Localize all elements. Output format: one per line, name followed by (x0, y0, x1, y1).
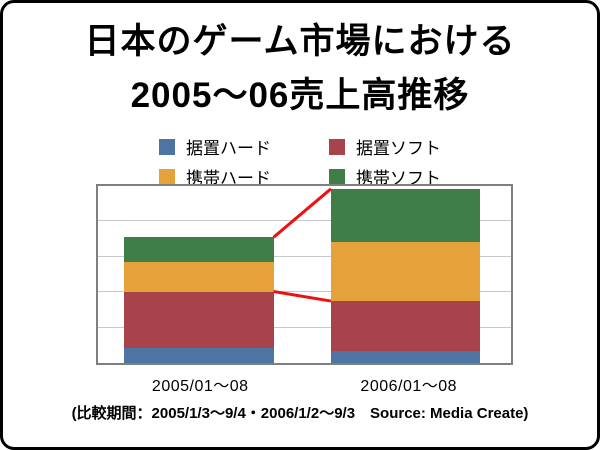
x-axis-label-2006: 2006/01〜08 (360, 378, 458, 395)
x-axis-label-2005: 2005/01〜08 (151, 378, 249, 395)
legend: 据置ハード 据置ソフト携帯ハード 携帯ソフト (3, 134, 597, 189)
gridline (98, 255, 511, 257)
legend-label-console-software: 据置ソフト (356, 139, 441, 158)
legend-label-console-hardware: 据置ハード (186, 139, 271, 158)
legend-item-portable-hardware: 携帯ハード (159, 164, 271, 189)
footnote: (比較期間：2005/1/3〜9/4・2006/1/2〜9/3 Source: … (71, 405, 529, 422)
gridline (98, 326, 511, 328)
bar-segment-console-software (330, 301, 480, 352)
stacked-bar-2006 (330, 188, 480, 363)
bar-segment-portable-software (123, 237, 274, 263)
x-axis: 2005/01〜08 2006/01〜08 (96, 372, 513, 395)
legend-swatch-portable-hardware (159, 168, 175, 185)
plot-area (96, 184, 513, 365)
legend-swatch-console-software (329, 138, 345, 155)
legend-label-portable-software: 携帯ソフト (356, 169, 441, 188)
bar-segment-portable-hardware (330, 241, 480, 302)
title-line-2: 2005〜06売上高推移 (130, 76, 470, 115)
bar-segment-console-software (123, 291, 274, 349)
connector-line-console-software-top (273, 290, 332, 303)
bar-segment-portable-hardware (123, 262, 274, 292)
legend-item-portable-software: 携帯ソフト (329, 164, 441, 189)
legend-grid: 据置ハード 据置ソフト携帯ハード 携帯ソフト (159, 134, 441, 189)
title-line-1: 日本のゲーム市場における (84, 22, 516, 61)
legend-swatch-portable-software (329, 168, 345, 185)
legend-label-portable-hardware: 携帯ハード (186, 169, 271, 188)
legend-item-console-software: 据置ソフト (329, 134, 441, 159)
chart-title: 日本のゲーム市場における 2005〜06売上高推移 (3, 15, 597, 123)
legend-swatch-console-hardware (159, 138, 175, 155)
legend-item-console-hardware: 据置ハード (159, 134, 271, 159)
stacked-bar-2005 (123, 237, 274, 363)
bar-segment-console-hardware (123, 348, 274, 363)
bar-segment-portable-software (330, 188, 480, 242)
connector-line-total (272, 187, 332, 239)
bar-segment-console-hardware (330, 351, 480, 363)
